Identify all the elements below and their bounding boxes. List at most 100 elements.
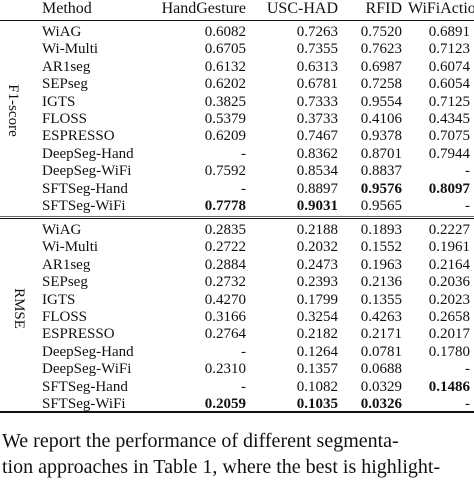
value-cell: - [465, 361, 470, 377]
paragraph-line-1: We report the performance of different s… [2, 430, 399, 452]
value-cell: 0.8837 [360, 163, 402, 179]
value-cell: 0.1961 [428, 239, 470, 255]
header-handgesture: HandGesture [161, 0, 246, 17]
method-name: SFTSeg-WiFi [42, 198, 126, 214]
value-cell: 0.9031 [296, 198, 338, 214]
value-cell: 0.0781 [360, 344, 402, 360]
value-cell: 0.2182 [296, 326, 338, 342]
method-name: WiAG [42, 24, 82, 40]
value-cell: 0.8362 [296, 146, 338, 162]
value-cell: 0.4345 [428, 111, 470, 127]
method-name: SFTSeg-Hand [42, 379, 128, 395]
value-cell: 0.3166 [204, 309, 246, 325]
value-cell: 0.6054 [428, 76, 470, 92]
value-cell: 0.2136 [360, 274, 402, 290]
value-cell: 0.1035 [296, 396, 338, 412]
value-cell: 0.2473 [296, 257, 338, 273]
method-name: SFTSeg-WiFi [42, 396, 126, 412]
value-cell: 0.9554 [360, 94, 402, 110]
section-divider [0, 218, 474, 219]
header-method: Method [42, 0, 92, 17]
value-cell: 0.7333 [296, 94, 338, 110]
method-name: WiAG [42, 222, 82, 238]
value-cell: 0.1552 [360, 239, 402, 255]
header-rule [0, 20, 474, 21]
value-cell: 0.7123 [428, 41, 470, 57]
value-cell: 0.7258 [360, 76, 402, 92]
value-cell: 0.2171 [360, 326, 402, 342]
value-cell: 0.4106 [360, 111, 402, 127]
value-cell: 0.7592 [204, 163, 246, 179]
value-cell: - [465, 163, 470, 179]
header-wifiaction: WiFiAction [408, 0, 474, 17]
value-cell: - [241, 146, 246, 162]
value-cell: 0.2164 [428, 257, 470, 273]
value-cell: 0.1357 [296, 361, 338, 377]
value-cell: 0.6313 [296, 59, 338, 75]
method-name: DeepSeg-Hand [42, 344, 134, 360]
value-cell: 0.0688 [360, 361, 402, 377]
value-cell: - [465, 396, 470, 412]
value-cell: 0.4263 [360, 309, 402, 325]
method-name: SFTSeg-Hand [42, 181, 128, 197]
value-cell: 0.2393 [296, 274, 338, 290]
value-cell: 0.7263 [296, 24, 338, 40]
value-cell: 0.1082 [296, 379, 338, 395]
value-cell: 0.8897 [296, 181, 338, 197]
method-name: ESPRESSO [42, 128, 115, 144]
value-cell: - [465, 198, 470, 214]
method-name: SEPseg [42, 76, 88, 92]
value-cell: 0.7778 [204, 198, 246, 214]
method-name: DeepSeg-Hand [42, 146, 134, 162]
value-cell: 0.1893 [360, 222, 402, 238]
method-name: ESPRESSO [42, 326, 115, 342]
method-name: Wi-Multi [42, 239, 99, 255]
value-cell: 0.1963 [360, 257, 402, 273]
value-cell: 0.8701 [360, 146, 402, 162]
value-cell: 0.1264 [296, 344, 338, 360]
value-cell: 0.5379 [204, 111, 246, 127]
value-cell: 0.2835 [204, 222, 246, 238]
value-cell: 0.0326 [360, 396, 402, 412]
value-cell: 0.3254 [296, 309, 338, 325]
value-cell: 0.2036 [428, 274, 470, 290]
method-name: IGTS [42, 292, 76, 308]
value-cell: 0.6082 [204, 24, 246, 40]
value-cell: 0.8534 [296, 163, 338, 179]
method-name: AR1seg [42, 257, 91, 273]
value-cell: 0.9565 [360, 198, 402, 214]
method-name: FLOSS [42, 111, 88, 127]
value-cell: 0.7075 [428, 128, 470, 144]
value-cell: 0.2764 [204, 326, 246, 342]
value-cell: 0.2722 [204, 239, 246, 255]
value-cell: 0.0329 [360, 379, 402, 395]
value-cell: - [241, 344, 246, 360]
value-cell: 0.2188 [296, 222, 338, 238]
method-name: DeepSeg-WiFi [42, 361, 132, 377]
value-cell: 0.7355 [296, 41, 338, 57]
value-cell: 0.7520 [360, 24, 402, 40]
body-paragraph: We report the performance of different s… [0, 428, 474, 480]
value-cell: 0.2227 [428, 222, 470, 238]
value-cell: 0.6132 [204, 59, 246, 75]
value-cell: 0.1486 [428, 379, 470, 395]
value-cell: 0.6074 [428, 59, 470, 75]
method-name: FLOSS [42, 309, 88, 325]
value-cell: 0.7467 [296, 128, 338, 144]
value-cell: 0.6781 [296, 76, 338, 92]
value-cell: 0.2059 [204, 396, 246, 412]
value-cell: 0.2310 [204, 361, 246, 377]
value-cell: 0.2658 [428, 309, 470, 325]
value-cell: 0.6987 [360, 59, 402, 75]
header-usc-had: USC-HAD [266, 0, 338, 17]
header-rfid: RFID [365, 0, 402, 17]
value-cell: 0.7944 [428, 146, 470, 162]
value-cell: 0.1799 [296, 292, 338, 308]
value-cell: 0.3825 [204, 94, 246, 110]
value-cell: 0.2023 [428, 292, 470, 308]
value-cell: 0.9378 [360, 128, 402, 144]
method-name: AR1seg [42, 59, 91, 75]
value-cell: 0.4270 [204, 292, 246, 308]
section-label-rmse: RMSE [10, 288, 27, 329]
value-cell: 0.2017 [428, 326, 470, 342]
